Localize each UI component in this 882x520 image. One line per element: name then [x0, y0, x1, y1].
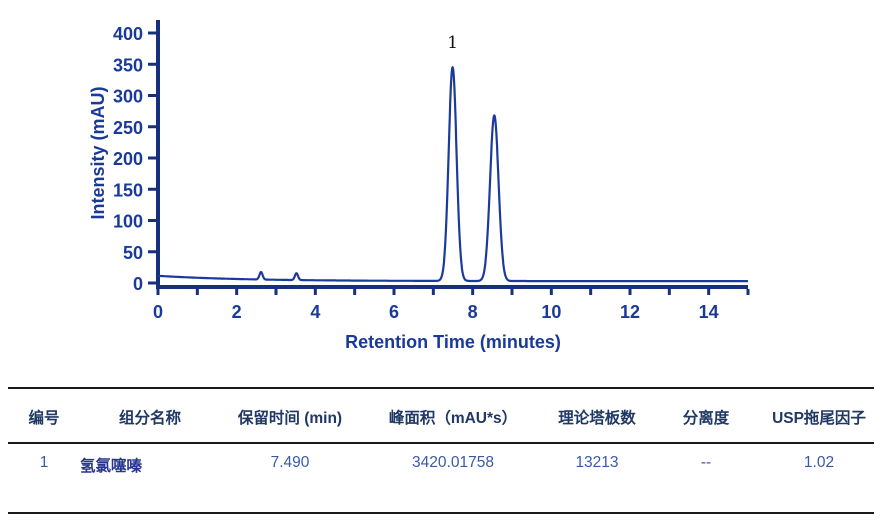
y-axis-title: Intensity (mAU) [88, 86, 108, 219]
chromatogram-trace [157, 66, 749, 283]
y-tick-label: 350 [113, 55, 143, 75]
cell-number: 1 [39, 454, 49, 471]
cell-theoretical-plates: 13213 [575, 454, 619, 471]
x-tick-label: 10 [541, 302, 561, 322]
cell-usp-tailing-factor: 1.02 [803, 454, 835, 471]
x-tick-label: 2 [232, 302, 242, 322]
x-tick-label: 14 [699, 302, 719, 322]
cell-peak-area-mau-s: 3420.01758 [412, 454, 494, 471]
y-tick-label: 300 [113, 87, 143, 107]
col-header-usp-tailing-factor: USP拖尾因子 [772, 410, 866, 427]
table-header-row: 编号 组分名称 保留时间 (min) 峰面积（mAU*s） 理论塔板数 分离度 USP拖尾因… [8, 388, 874, 443]
x-axis-title: Retention Time (minutes) [345, 332, 561, 352]
col-header-retention-time-min: 保留时间 (min) [237, 410, 343, 427]
x-tick-label: 8 [468, 302, 478, 322]
table-body: 1 氢氯噻嗪 7.490 3420.01758 13213 -- 1.02 [8, 443, 874, 513]
y-tick-label: 250 [113, 118, 143, 138]
y-tick-label: 200 [113, 149, 143, 169]
y-tick-label: 400 [113, 24, 143, 44]
col-header-resolution: 分离度 [682, 410, 730, 427]
cell-component-name: 氢氯噻嗪 [80, 458, 143, 475]
peak-row: 1 氢氯噻嗪 7.490 3420.01758 13213 -- 1.02 [8, 443, 874, 513]
y-tick-label: 150 [113, 180, 143, 200]
col-header-number: 编号 [28, 410, 60, 427]
col-header-theoretical-plates: 理论塔板数 [558, 410, 636, 427]
col-header-peak-area-mau-s: 峰面积（mAU*s） [388, 410, 518, 427]
y-tick-label: 0 [133, 274, 143, 294]
chromatogram-chart: 0 2 4 6 8 10 12 14 0 50 100 150 200 250 300 350 400 Reten… [88, 20, 750, 352]
peak-1-annotation: 1 [447, 33, 458, 53]
y-tick-label: 100 [113, 212, 143, 232]
peak-results-table: 编号 组分名称 保留时间 (min) 峰面积（mAU*s） 理论塔板数 分离度 USP拖尾因… [8, 387, 874, 514]
x-tick-label: 4 [310, 302, 320, 322]
table-header: 编号 组分名称 保留时间 (min) 峰面积（mAU*s） 理论塔板数 分离度 USP拖尾因… [8, 388, 874, 443]
x-tick-label: 6 [389, 302, 399, 322]
cell-resolution: -- [700, 454, 712, 471]
x-tick-label: 0 [153, 302, 163, 322]
cell-retention-time-min: 7.490 [270, 454, 310, 471]
x-tick-label: 12 [620, 302, 640, 322]
y-tick-label: 50 [123, 243, 143, 263]
col-header-component-name: 组分名称 [118, 410, 181, 427]
